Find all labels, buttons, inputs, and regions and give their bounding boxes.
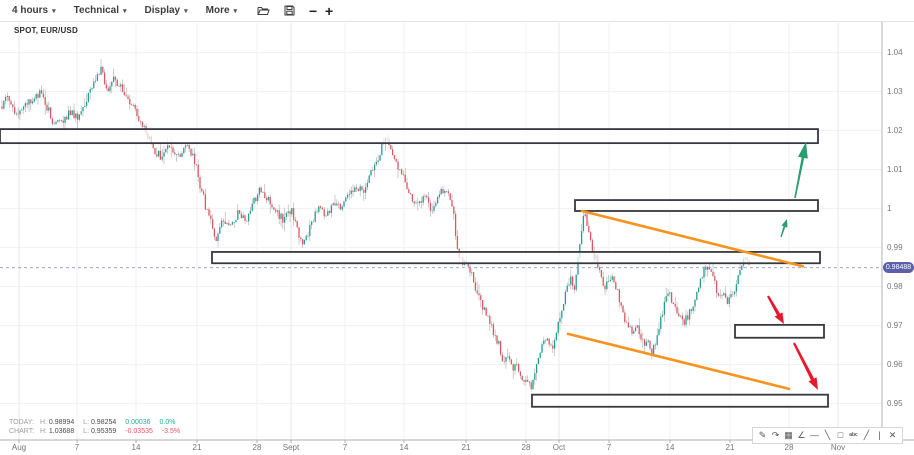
chart-label: CHART:: [9, 427, 35, 435]
symbol-label: SPOT, EUR/USD: [14, 26, 78, 35]
display-label: Display: [144, 5, 181, 16]
resistance-zone-0.988[interactable]: [211, 251, 821, 265]
technical-dropdown[interactable]: Technical ▾: [68, 5, 139, 16]
price-stats: TODAY: H: 0.98994 L: 0.98254 0.00036 0.0…: [9, 419, 187, 436]
current-price-badge: 0.98488: [883, 262, 914, 274]
y-axis-label: 0.95: [887, 399, 903, 408]
gridlines: [0, 23, 882, 440]
annotation-zones: [0, 128, 829, 408]
text-tool-icon[interactable]: abc: [849, 432, 858, 438]
technical-label: Technical: [73, 5, 120, 16]
bullish-arrow-large[interactable]: [794, 142, 808, 199]
x-axis-label: Sept: [283, 443, 300, 452]
display-dropdown[interactable]: Display ▾: [139, 5, 200, 16]
chevron-down-icon: ▾: [123, 7, 127, 15]
x-axis-label: Oct: [553, 443, 566, 452]
chart-change-pct: -3.5%: [161, 427, 181, 435]
more-dropdown[interactable]: More ▾: [200, 5, 249, 16]
top-toolbar: 4 hours ▾ Technical ▾ Display ▾ More ▾: [0, 0, 914, 22]
bullish-candles: [3, 66, 747, 390]
open-folder-icon[interactable]: [253, 2, 273, 20]
zoom-in-button[interactable]: +: [324, 2, 334, 19]
bullish-arrow-small[interactable]: [780, 219, 788, 238]
zoom-out-button[interactable]: −: [308, 2, 318, 19]
axes: [0, 22, 914, 443]
y-axis-label: 1.04: [887, 48, 903, 57]
y-axis-labels: 1.04 1.03 1.02 1.01 1 0.99 0.98 0.97 0.96 0.95: [887, 48, 903, 408]
horizontal-line-icon[interactable]: —: [810, 430, 819, 440]
x-axis-labels: Aug 7 14 21 28 Sept 7 14 21 28 Oct 7 14 21 28 Nov: [12, 443, 845, 452]
y-axis-label: 1.02: [887, 126, 903, 135]
draw-pen-icon[interactable]: ✎: [758, 430, 767, 440]
y-axis-label: 0.99: [887, 243, 903, 252]
chart-stats-row: CHART: H: 1.03688 L: 0.95359 -0.03535 -3…: [9, 427, 181, 435]
resistance-zone-1.02[interactable]: [0, 128, 819, 145]
chart-change: -0.03535: [125, 427, 153, 435]
chart-high: 1.03688: [48, 427, 75, 435]
chevron-down-icon: ▾: [52, 7, 56, 15]
timeframe-label: 4 hours: [12, 5, 49, 16]
x-axis-label: 28: [253, 443, 262, 452]
x-axis-label: 14: [132, 443, 141, 452]
x-axis-label: Nov: [831, 443, 845, 452]
close-toolbar-icon[interactable]: ✕: [888, 430, 897, 440]
x-axis-label: 14: [400, 443, 409, 452]
x-axis-label: 28: [785, 443, 794, 452]
bearish-arrow-1[interactable]: [767, 295, 784, 324]
chevron-down-icon: ▾: [233, 7, 238, 15]
today-change-pct: 0.0%: [159, 419, 176, 426]
bearish-arrow-2[interactable]: [793, 342, 818, 391]
x-axis-label: 21: [726, 443, 735, 452]
x-axis-label: 28: [522, 443, 531, 452]
bearish-candles: [1, 66, 750, 390]
x-axis-label: 7: [75, 443, 80, 452]
chevron-down-icon: ▾: [184, 7, 188, 15]
x-axis-label: Aug: [12, 443, 26, 452]
today-stats-row: TODAY: H: 0.98994 L: 0.98254 0.00036 0.0…: [9, 419, 176, 426]
x-axis-label: 21: [462, 443, 471, 452]
y-axis-label: 0.96: [887, 360, 903, 369]
y-axis-label: 0.97: [887, 321, 903, 330]
more-label: More: [205, 5, 230, 16]
x-axis-label: 7: [343, 443, 348, 452]
y-axis-label: 1.01: [887, 165, 903, 174]
trend-line-icon[interactable]: ╲: [824, 430, 831, 440]
drawing-toolbar: ✎ ↷ ▦ ∠ — ╲ □ abc ╱ | ✕: [752, 427, 903, 444]
redo-arrow-icon[interactable]: ↷: [771, 430, 780, 440]
fan-lines-icon[interactable]: ∠: [797, 430, 806, 440]
rectangle-tool-icon[interactable]: □: [837, 430, 844, 440]
support-zone-0.97[interactable]: [734, 323, 825, 339]
timeframe-dropdown[interactable]: 4 hours ▾: [6, 5, 68, 16]
x-axis-label: 21: [193, 443, 202, 452]
today-change: 0.00036: [125, 419, 151, 426]
grid-table-icon[interactable]: ▦: [784, 430, 793, 440]
vertical-line-icon[interactable]: |: [878, 430, 881, 440]
resistance-zone-1.00[interactable]: [574, 199, 819, 212]
today-high: 0.98994: [48, 419, 75, 426]
support-zone-0.95[interactable]: [531, 393, 829, 408]
y-axis-label: 0.98: [887, 282, 903, 291]
today-label: TODAY:: [9, 419, 35, 426]
x-axis-label: 7: [607, 443, 612, 452]
descending-trendline-upper[interactable]: [580, 209, 805, 268]
descending-trendline-lower[interactable]: [566, 332, 791, 391]
save-icon[interactable]: [279, 2, 299, 20]
y-axis-label: 1: [887, 204, 892, 213]
today-low: 0.98254: [90, 419, 117, 426]
chart-low: 0.95359: [90, 427, 117, 435]
x-axis-label: 14: [666, 443, 675, 452]
diagonal-line-icon[interactable]: ╱: [863, 430, 870, 440]
y-axis-label: 1.03: [887, 87, 903, 96]
